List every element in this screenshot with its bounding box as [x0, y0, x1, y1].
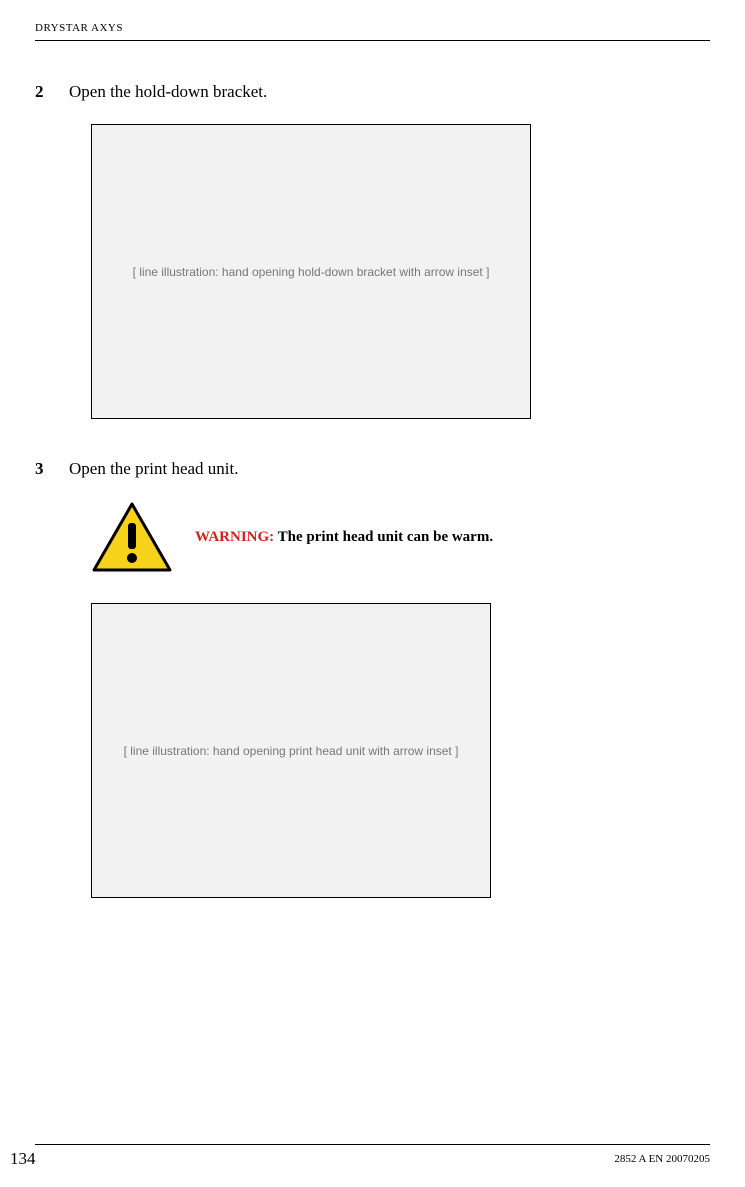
warning-body: The print head unit can be warm.: [274, 529, 493, 545]
step-number: 3: [35, 459, 69, 479]
footer-rule: [35, 1144, 710, 1145]
warning-label: WARNING:: [195, 529, 274, 545]
document-code: 2852 A EN 20070205: [614, 1153, 710, 1165]
step-text: Open the print head unit.: [69, 459, 239, 479]
page-number: 134: [10, 1149, 36, 1169]
step-text: Open the hold-down bracket.: [69, 82, 267, 102]
warning-text: WARNING: The print head unit can be warm…: [195, 529, 493, 546]
figure-printhead: [ line illustration: hand opening print …: [91, 603, 491, 898]
header-rule: [35, 40, 710, 41]
running-head: DRYSTAR AXYS: [35, 22, 710, 34]
figure-bracket: [ line illustration: hand opening hold-d…: [91, 124, 531, 419]
step-3: 3 Open the print head unit.: [35, 459, 710, 479]
warning-icon: [91, 501, 173, 573]
step-number: 2: [35, 82, 69, 102]
step-2: 2 Open the hold-down bracket.: [35, 82, 710, 102]
warning-block: WARNING: The print head unit can be warm…: [91, 501, 710, 573]
